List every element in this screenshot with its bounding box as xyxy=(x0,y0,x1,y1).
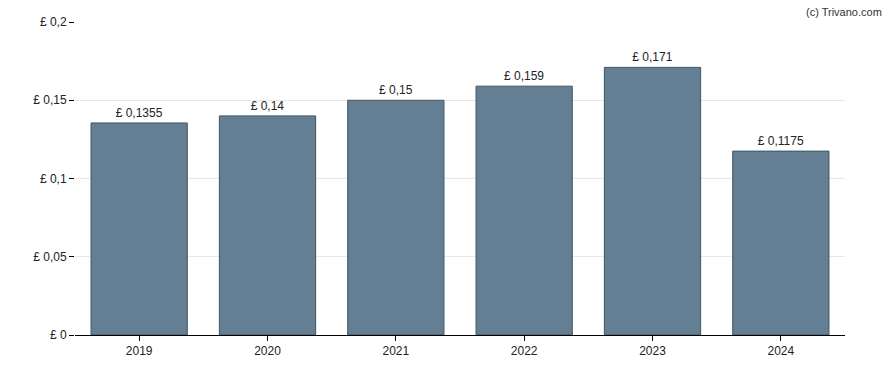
svg-text:£ 0,15: £ 0,15 xyxy=(379,83,413,97)
svg-text:£ 0,1355: £ 0,1355 xyxy=(116,106,163,120)
svg-text:£ 0,14: £ 0,14 xyxy=(251,99,285,113)
svg-text:2019: 2019 xyxy=(126,344,153,358)
svg-text:£ 0,171: £ 0,171 xyxy=(632,50,672,64)
svg-text:2021: 2021 xyxy=(382,344,409,358)
svg-text:2024: 2024 xyxy=(767,344,794,358)
svg-text:2022: 2022 xyxy=(511,344,538,358)
svg-text:£ 0,2: £ 0,2 xyxy=(40,15,67,29)
svg-text:(c) Trivano.com: (c) Trivano.com xyxy=(806,6,882,18)
svg-text:£ 0,15: £ 0,15 xyxy=(33,93,67,107)
svg-text:£ 0,1: £ 0,1 xyxy=(40,172,67,186)
svg-text:£ 0: £ 0 xyxy=(50,328,67,342)
svg-text:2020: 2020 xyxy=(254,344,281,358)
svg-text:£ 0,05: £ 0,05 xyxy=(33,250,67,264)
svg-text:2023: 2023 xyxy=(639,344,666,358)
svg-text:£ 0,159: £ 0,159 xyxy=(504,69,544,83)
svg-text:£ 0,1175: £ 0,1175 xyxy=(758,134,804,148)
